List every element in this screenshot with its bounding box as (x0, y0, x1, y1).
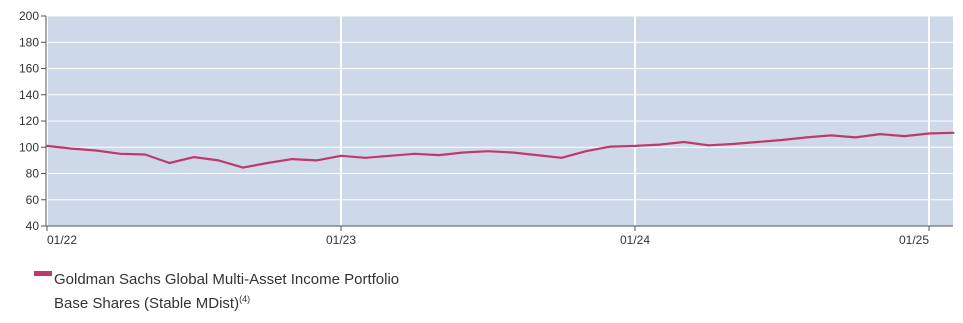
data-point (928, 132, 930, 135)
y-tick-label: 40 (26, 219, 40, 233)
data-point (364, 156, 367, 159)
data-point (658, 143, 661, 146)
y-tick-label: 60 (26, 193, 40, 207)
data-point (707, 144, 710, 147)
legend-series-name: Goldman Sachs Global Multi-Asset Income … (54, 271, 400, 312)
data-point (315, 159, 318, 162)
data-point (805, 136, 808, 139)
data-point (585, 150, 587, 153)
data-point (217, 159, 220, 162)
data-point (879, 133, 881, 136)
data-point (413, 152, 416, 155)
data-point (389, 154, 391, 157)
data-point (340, 154, 342, 157)
data-point (560, 156, 563, 159)
data-point (70, 147, 73, 150)
data-point (952, 131, 955, 134)
legend-label: Goldman Sachs Global Multi-Asset Income … (54, 268, 414, 316)
data-point (830, 134, 832, 137)
data-point (903, 135, 906, 138)
y-tick-label: 120 (19, 114, 39, 128)
x-tick-label: 01/25 (899, 233, 929, 247)
data-point (683, 141, 685, 143)
data-point (95, 149, 97, 152)
data-point (266, 162, 269, 164)
data-point (242, 166, 244, 169)
y-tick-label: 100 (19, 140, 39, 154)
data-point (511, 151, 514, 154)
data-point (609, 145, 612, 148)
data-point (438, 154, 440, 157)
data-point (756, 141, 759, 143)
data-point (193, 156, 195, 159)
y-tick-label: 140 (19, 88, 39, 102)
legend-footnote-marker: (4) (239, 294, 251, 304)
data-point (634, 144, 636, 147)
data-point (487, 150, 489, 153)
x-tick-label: 01/23 (326, 233, 356, 247)
y-tick-label: 200 (19, 9, 39, 23)
data-point (144, 153, 146, 156)
data-point (462, 151, 465, 154)
y-tick-label: 160 (19, 62, 39, 76)
series-line (46, 131, 954, 169)
y-tick-label: 180 (19, 35, 39, 49)
data-point (536, 154, 538, 157)
data-point (732, 142, 734, 145)
data-point (168, 162, 171, 164)
legend-swatch (34, 271, 52, 276)
data-point (291, 158, 293, 161)
data-point (119, 152, 122, 155)
data-point (854, 136, 857, 139)
x-tick-label: 01/24 (620, 233, 650, 247)
data-point (781, 139, 783, 142)
y-tick-label: 80 (26, 167, 40, 181)
x-tick-label: 01/22 (47, 233, 77, 247)
